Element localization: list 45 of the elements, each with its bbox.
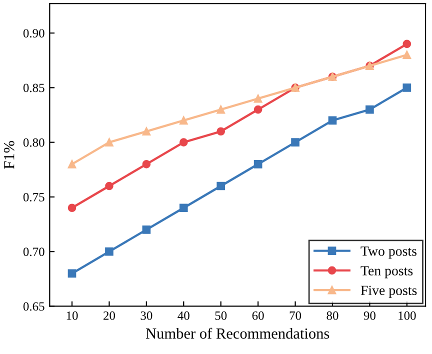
y-tick-label: 0.75 [23,192,44,202]
x-tick-label: 30 [140,311,152,320]
point [216,105,226,114]
point [142,127,151,136]
point [105,247,114,256]
legend-label: Two posts [360,246,416,259]
point [402,40,412,48]
legend-label: Ten posts [360,266,413,278]
x-tick-label: 20 [104,311,115,320]
y-tick-label: 0.85 [23,84,44,92]
x-tick-label: 100 [398,311,416,320]
point [105,138,114,146]
point [402,50,412,60]
point [254,94,262,103]
point [254,105,262,114]
point [179,138,188,146]
y-axis-title: F1% [4,140,14,169]
point [142,226,151,234]
point [142,160,151,168]
point [402,84,412,92]
legend-label: Five posts [360,286,417,298]
point [328,116,337,125]
x-tick-label: 90 [364,311,376,320]
x-tick-label: 80 [326,311,338,320]
point [68,204,76,212]
point [216,127,226,136]
point [179,204,188,212]
y-tick-label: 0.90 [23,29,44,38]
point [366,105,374,114]
x-tick-label: 60 [252,311,264,320]
y-tick-label: 0.70 [23,248,44,256]
point [68,269,76,278]
x-tick-label: 10 [66,311,78,320]
y-tick-label: 0.65 [23,302,44,311]
y-tick-label: 0.80 [23,138,44,147]
point [254,160,262,168]
x-tick-label: 40 [178,311,190,320]
point [179,116,188,125]
point [68,160,76,168]
x-tick-label: 50 [215,311,227,320]
x-tick-label: 70 [290,311,302,320]
x-axis-title: Number of Recommendations [146,328,330,339]
point [105,182,114,190]
point [291,138,300,146]
point [216,182,226,190]
